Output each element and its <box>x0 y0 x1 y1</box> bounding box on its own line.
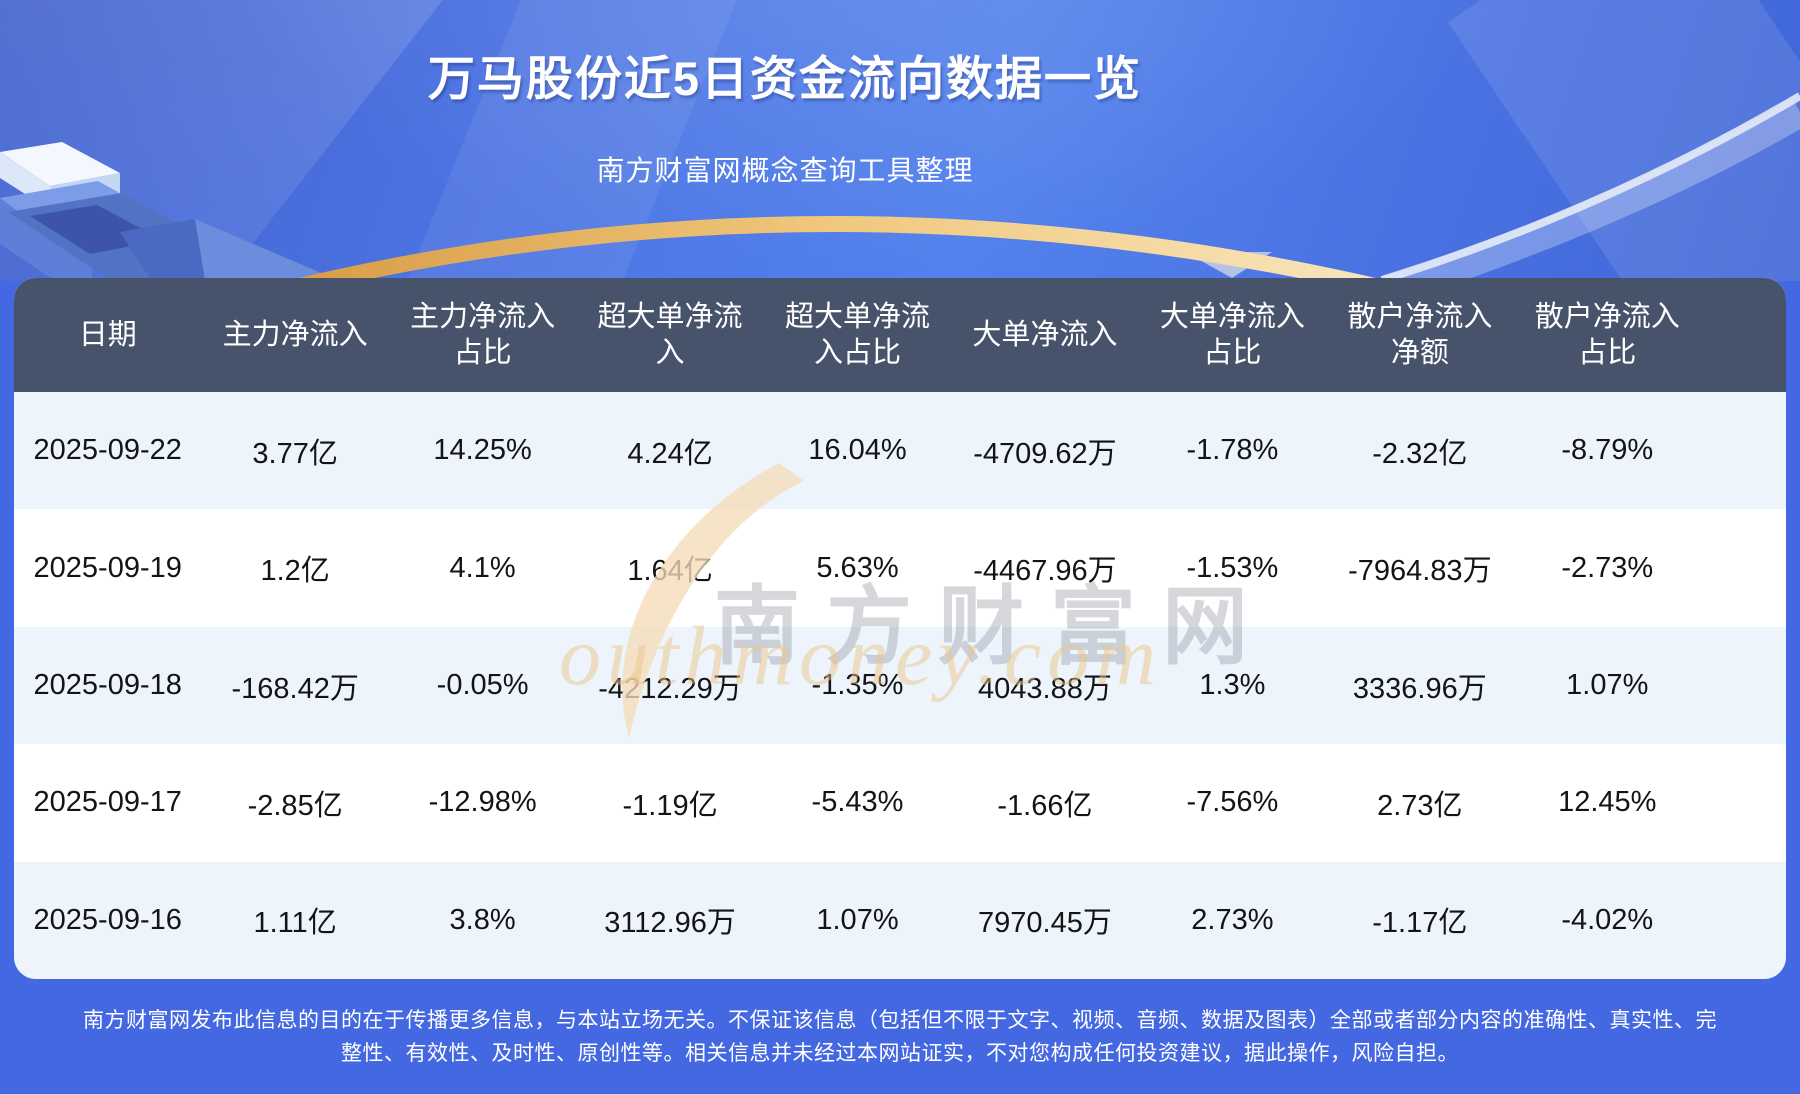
decor-3d-blocks-illustration <box>0 142 340 281</box>
table-cell: -8.79% <box>1561 434 1654 467</box>
disclaimer-text: 南方财富网发布此信息的目的在于传播更多信息，与本站立场无关。不保证该信息（包括但… <box>83 1008 1717 1065</box>
header-cell-4: 超大单净流 入占比 <box>784 301 930 369</box>
header-cell-0: 日期 <box>78 319 137 351</box>
table-cell: -1.17亿 <box>1372 907 1468 940</box>
table-body: 2025-09-22 3.77亿 14.25% 4.24亿 16.04% -4709.62… <box>14 392 1786 979</box>
table-cell: -2.32亿 <box>1372 437 1468 470</box>
page-title: 万马股份近5日资金流向数据一览 <box>427 52 1143 105</box>
table-cell: 12.45% <box>1558 786 1657 819</box>
header-cell-1: 主力净流入 <box>222 319 368 351</box>
table-row: 2025-09-16 1.11亿 3.8% 3112.96万 1.07% 7970.45万… <box>14 861 1786 979</box>
table-cell: 1.11亿 <box>253 907 337 940</box>
table-cell: 2025-09-22 <box>33 434 182 467</box>
table-header-row: 日期 主力净流入 主力净流入 占比 超大单净流 入超大单净流 入占比 大单净流入 大单净流… <box>14 278 1786 392</box>
table-cell: -1.78% <box>1186 434 1279 467</box>
table-cell: 4.1% <box>449 551 516 584</box>
table-cell: 1.64亿 <box>627 555 713 588</box>
fund-flow-table-card: 日期 主力净流入 主力净流入 占比 超大单净流 入超大单净流 入占比 大单净流入 大单净流… <box>14 278 1786 979</box>
hero-text-block: 万马股份近5日资金流向数据一览 南方财富网概念查询工具整理 <box>0 40 1570 189</box>
table-cell: -0.05% <box>436 669 529 702</box>
table-cell: -1.35% <box>811 669 904 702</box>
table-cell: 2025-09-17 <box>33 786 182 819</box>
table-cell: -4467.96万 <box>973 555 1117 588</box>
header-cell-3: 超大单净流 入 <box>597 301 743 369</box>
table-cell: -2.85亿 <box>247 789 343 822</box>
table-cell: 1.2亿 <box>260 555 330 588</box>
table-cell: 2.73% <box>1191 903 1274 936</box>
hero-banner: 万马股份近5日资金流向数据一览 南方财富网概念查询工具整理 <box>0 0 1800 281</box>
table-cell: 1.3% <box>1199 669 1266 702</box>
header-cell-7: 散户净流入 净额 <box>1347 301 1493 369</box>
table-cell: -4212.29万 <box>598 672 742 705</box>
table-cell: -4709.62万 <box>973 437 1117 470</box>
table-row: 2025-09-17 -2.85亿 -12.98% -1.19亿 -5.43% -1.66… <box>14 744 1786 862</box>
table-cell: 1.07% <box>1566 669 1649 702</box>
table-cell: -1.66亿 <box>997 789 1093 822</box>
table-cell: -1.19亿 <box>622 789 718 822</box>
table-row: 2025-09-22 3.77亿 14.25% 4.24亿 16.04% -4709.62… <box>14 392 1786 510</box>
header-cell-5: 大单净流入 <box>972 319 1118 351</box>
table-cell: 3.77亿 <box>252 437 338 470</box>
table-cell: 1.07% <box>816 903 899 936</box>
table-cell: -7964.83万 <box>1348 555 1492 588</box>
table-cell: 7970.45万 <box>978 907 1112 940</box>
header-cell-6: 大单净流入 占比 <box>1159 301 1305 369</box>
table-cell: 5.63% <box>816 551 899 584</box>
table-cell: 2025-09-16 <box>33 903 182 936</box>
header-cell-2: 主力净流入 占比 <box>410 301 556 369</box>
table-cell: 14.25% <box>433 434 532 467</box>
decor-gold-arc <box>286 216 1389 281</box>
table-cell: -4.02% <box>1561 903 1654 936</box>
table-cell: 2.73亿 <box>1377 789 1463 822</box>
table-cell: 3336.96万 <box>1352 672 1487 705</box>
table-cell: 4.24亿 <box>627 437 713 470</box>
table-cell: 4043.88万 <box>978 672 1112 705</box>
table-cell: -2.73% <box>1561 551 1654 584</box>
table-cell: 2025-09-19 <box>33 551 182 584</box>
table-row: 2025-09-19 1.2亿 4.1% 1.64亿 5.63% -4467.96万 -1.… <box>14 509 1786 627</box>
header-cell-8: 散户净流入 占比 <box>1534 301 1680 369</box>
table-cell: 3.8% <box>449 903 516 936</box>
table-cell: 3112.96万 <box>604 907 736 940</box>
footer-disclaimer: 南方财富网发布此信息的目的在于传播更多信息，与本站立场无关。不保证该信息（包括但… <box>0 979 1800 1094</box>
table-cell: 2025-09-18 <box>33 669 182 702</box>
table-cell: -168.42万 <box>231 672 359 705</box>
table-cell: 16.04% <box>808 434 907 467</box>
table-cell: -1.53% <box>1186 551 1279 584</box>
hero-glow <box>0 0 1800 281</box>
table-row: 2025-09-18 -168.42万 -0.05% -4212.29万 -1.35% 4… <box>14 626 1786 745</box>
table-cell: -12.98% <box>428 786 537 819</box>
table-cell: -7.56% <box>1186 786 1279 819</box>
table-cell: -5.43% <box>811 786 904 819</box>
page-subtitle: 南方财富网概念查询工具整理 <box>596 155 974 186</box>
